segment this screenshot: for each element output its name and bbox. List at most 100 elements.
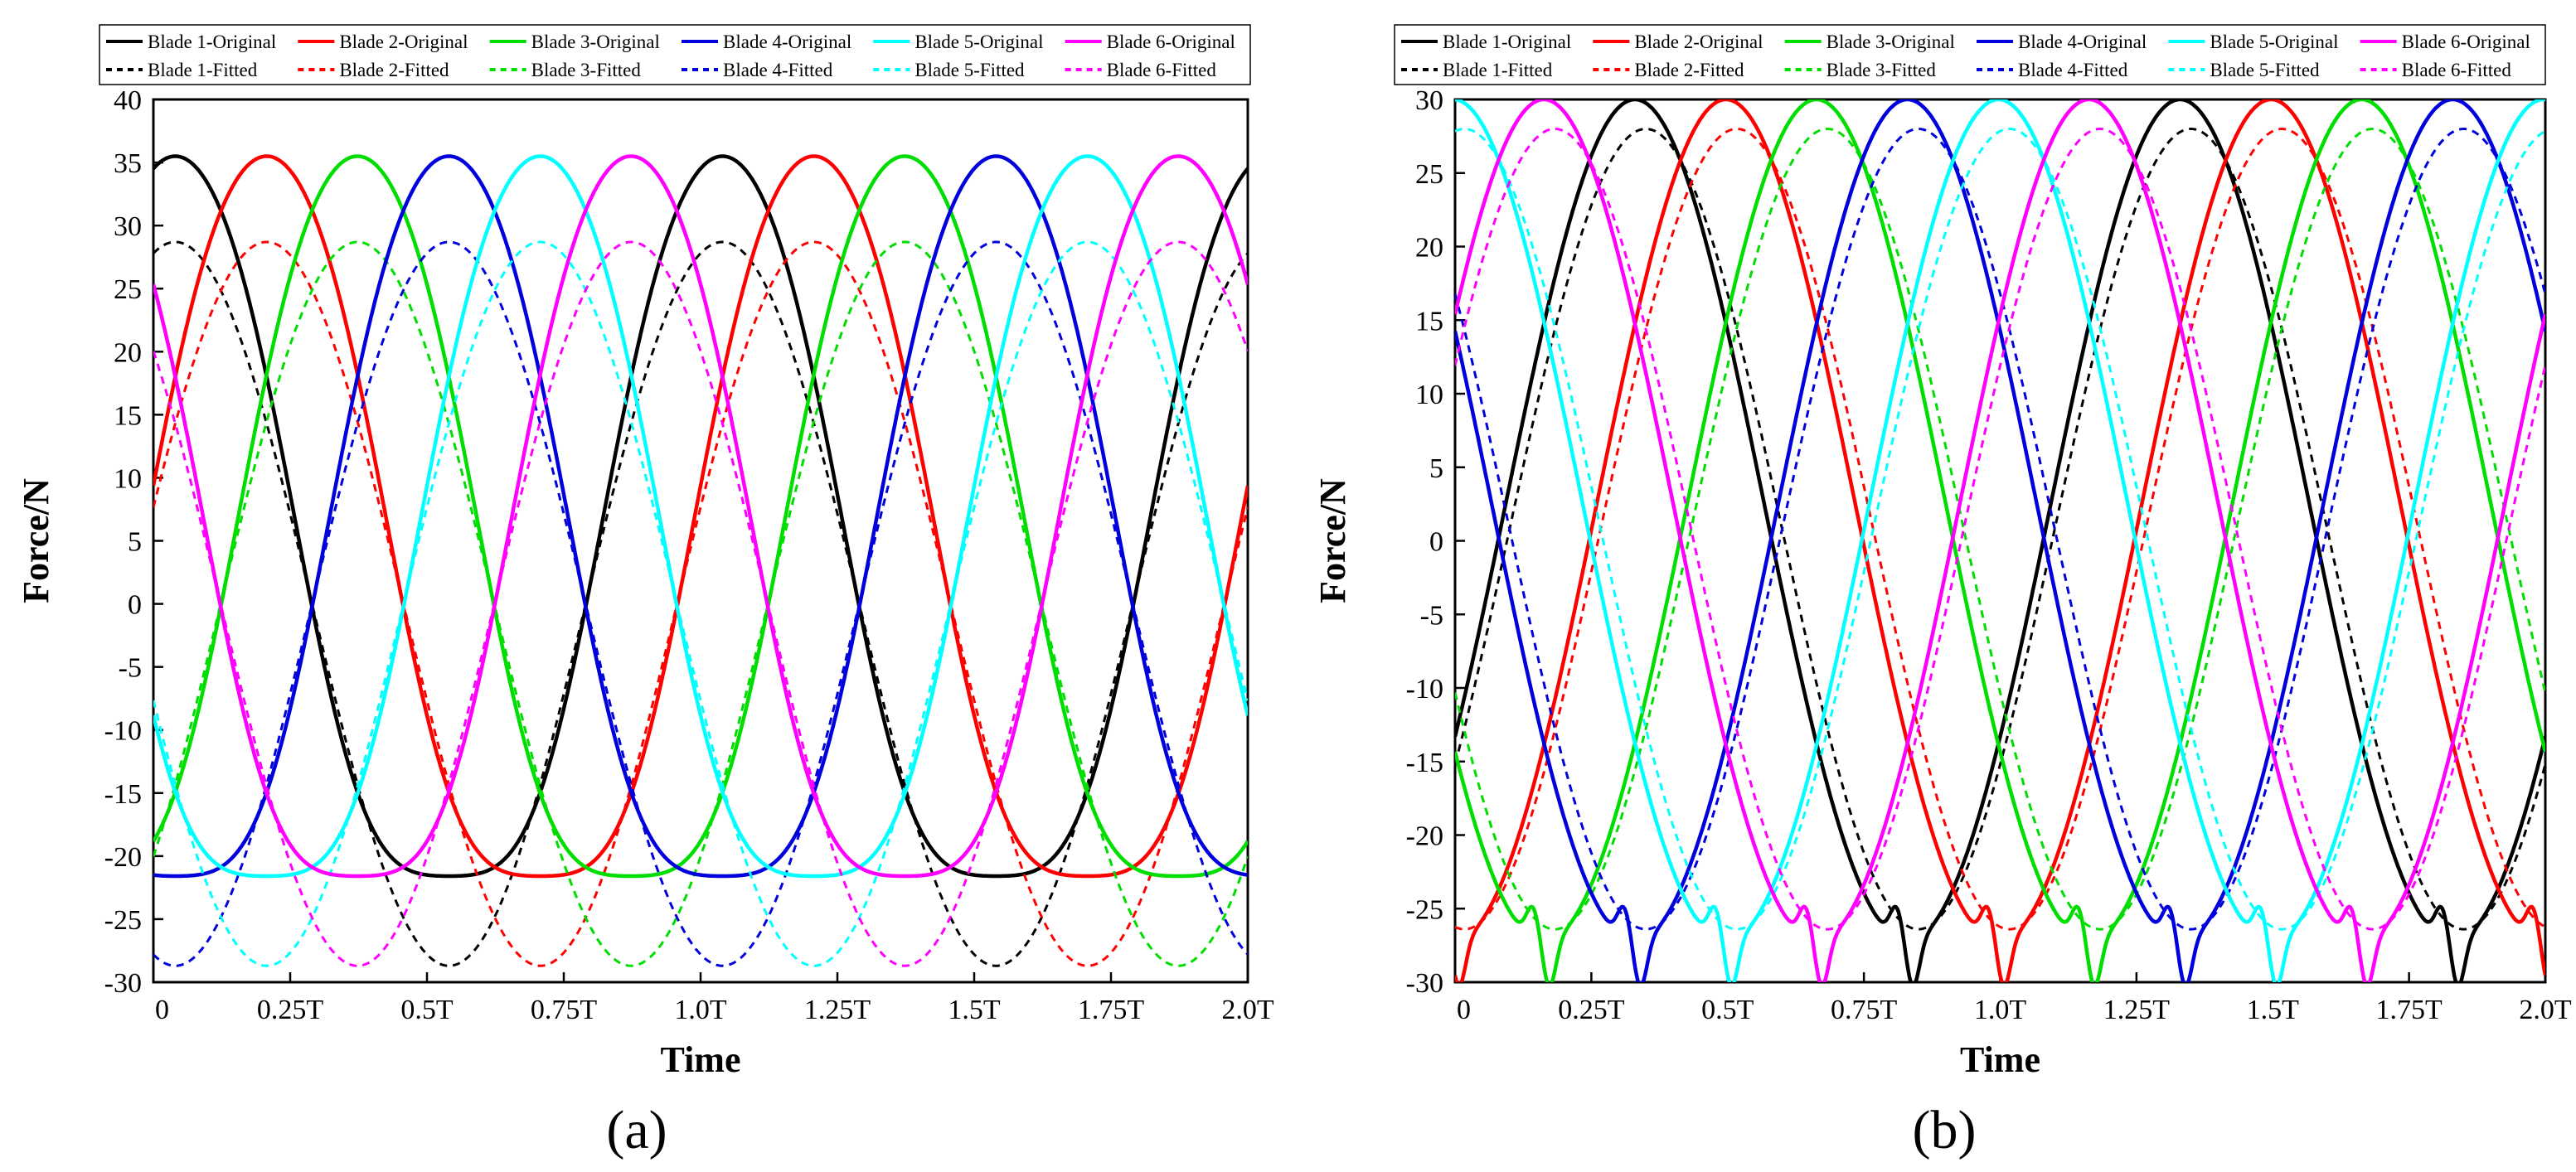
x-tick-label: 0.5T [400,995,454,1025]
legend-entry: Blade 4-Fitted [723,60,833,80]
x-tick-label: 0 [155,995,169,1025]
series-line-blade-2-fitted [1455,128,2545,931]
series-group [153,154,1248,967]
series-line-blade-6-fitted [1455,128,2545,931]
series-line-blade-1-fitted [153,240,1248,967]
y-tick-label: 30 [1415,85,1443,116]
y-tick-label: -15 [104,779,142,810]
y-tick-label: 25 [1415,159,1443,190]
series-line-blade-2-fitted [153,240,1248,967]
series-line-blade-4-original [1455,99,2545,982]
x-tick-label: 1.25T [804,995,871,1025]
legend-entry: Blade 1-Original [148,31,276,52]
y-tick-label: -5 [1420,600,1443,631]
legend: Blade 1-Original Blade 2-Original Blade 3-… [99,24,1251,85]
legend: Blade 1-Original Blade 2-Original Blade 3-… [1394,24,2546,85]
legend-entry: Blade 2-Original [339,31,468,52]
series-line-blade-1-original [153,154,1248,879]
series-line-blade-6-original [1455,99,2545,982]
legend-entry: Blade 6-Fitted [2402,60,2512,80]
legend-entry: Blade 5-Fitted [2210,60,2320,80]
legend-entry: Blade 5-Original [2210,31,2338,52]
legend-entry: Blade 6-Original [1107,31,1235,52]
plot-frame [152,98,1249,984]
panel-label-a: (a) [606,1100,667,1160]
y-tick-label: 20 [1415,233,1443,264]
legend-entry: Blade 2-Original [1634,31,1763,52]
x-tick-label: 1.25T [2103,995,2171,1025]
legend-entry: Blade 3-Original [531,31,660,52]
y-tick-label: 10 [1415,380,1443,410]
y-tick-label: -15 [1406,748,1443,778]
x-tick-label: 0.25T [1558,995,1625,1025]
legend-entry: Blade 4-Original [2018,31,2147,52]
y-tick-label: -20 [104,842,142,873]
series-line-blade-3-original [153,154,1248,879]
y-tick-label: -30 [104,968,142,999]
y-tick-label: 25 [114,274,142,305]
x-tick-label: 1.0T [674,995,727,1025]
chart-panel-a: Blade 1-Original Blade 2-Original Blade 3-… [16,24,1274,1080]
y-tick-label: 5 [128,527,142,558]
x-tick-label: 1.0T [1974,995,2027,1025]
y-tick-label: 5 [1429,453,1443,484]
legend-entry: Blade 1-Fitted [148,60,258,80]
series-line-blade-1-fitted [1455,128,2545,931]
y-tick-label: -25 [104,905,142,936]
y-tick-label: 0 [1429,527,1443,558]
x-tick-label: 1.75T [2375,995,2443,1025]
x-tick-label: 2.0T [1221,995,1274,1025]
legend-box [99,24,1251,85]
legend-entry: Blade 1-Fitted [1443,60,1553,80]
x-tick-label: 1.5T [948,995,1001,1025]
series-line-blade-4-fitted [153,240,1248,967]
series-line-blade-6-original [153,154,1248,879]
legend-entry: Blade 3-Original [1826,31,1955,52]
x-tick-label: 0 [1457,995,1471,1025]
y-tick-label: -30 [1406,968,1443,999]
legend-entry: Blade 5-Fitted [914,60,1025,80]
legend-entry: Blade 4-Fitted [2018,60,2128,80]
y-tick-label: -5 [119,653,142,684]
panel-label-b: (b) [1913,1100,1977,1160]
x-tick-label: 1.5T [2247,995,2300,1025]
y-tick-label: -10 [1406,674,1443,705]
series-line-blade-5-original [1455,99,2545,982]
series-line-blade-5-original [153,154,1248,879]
x-tick-label: 0.5T [1701,995,1754,1025]
legend-entry: Blade 4-Original [723,31,851,52]
y-tick-label: 40 [114,85,142,116]
y-tick-label: 30 [114,211,142,242]
series-line-blade-3-fitted [1455,128,2545,931]
series-line-blade-5-fitted [153,240,1248,967]
x-axis-label: Time [1960,1039,2040,1080]
legend-entry: Blade 1-Original [1443,31,1571,52]
series-line-blade-5-fitted [1455,128,2545,931]
legend-entry: Blade 5-Original [914,31,1043,52]
series-group [1455,99,2545,982]
y-axis-label: Force/N [16,478,56,603]
chart-panel-b: Blade 1-Original Blade 2-Original Blade 3-… [1312,24,2572,1080]
y-tick-label: 35 [114,148,142,179]
legend-entry: Blade 2-Fitted [1634,60,1744,80]
y-tick-label: -10 [104,716,142,747]
series-line-blade-2-original [153,154,1248,879]
x-tick-label: 0.75T [531,995,598,1025]
x-tick-label: 1.75T [1078,995,1145,1025]
x-axis-label: Time [661,1039,741,1080]
x-tick-label: 0.25T [257,995,324,1025]
series-line-blade-2-original [1455,99,2545,982]
legend-entry: Blade 3-Fitted [1826,60,1937,80]
y-tick-label: -20 [1406,821,1443,852]
series-line-blade-3-original [1455,99,2545,982]
legend-entry: Blade 2-Fitted [339,60,449,80]
legend-entry: Blade 6-Original [2402,31,2530,52]
series-line-blade-4-original [153,154,1248,879]
x-tick-label: 0.75T [1831,995,1898,1025]
y-tick-label: -25 [1406,894,1443,925]
y-tick-label: 10 [114,463,142,494]
y-tick-label: 0 [128,590,142,621]
y-tick-label: 15 [114,400,142,431]
y-tick-label: 20 [114,337,142,368]
series-line-blade-4-fitted [1455,128,2545,931]
